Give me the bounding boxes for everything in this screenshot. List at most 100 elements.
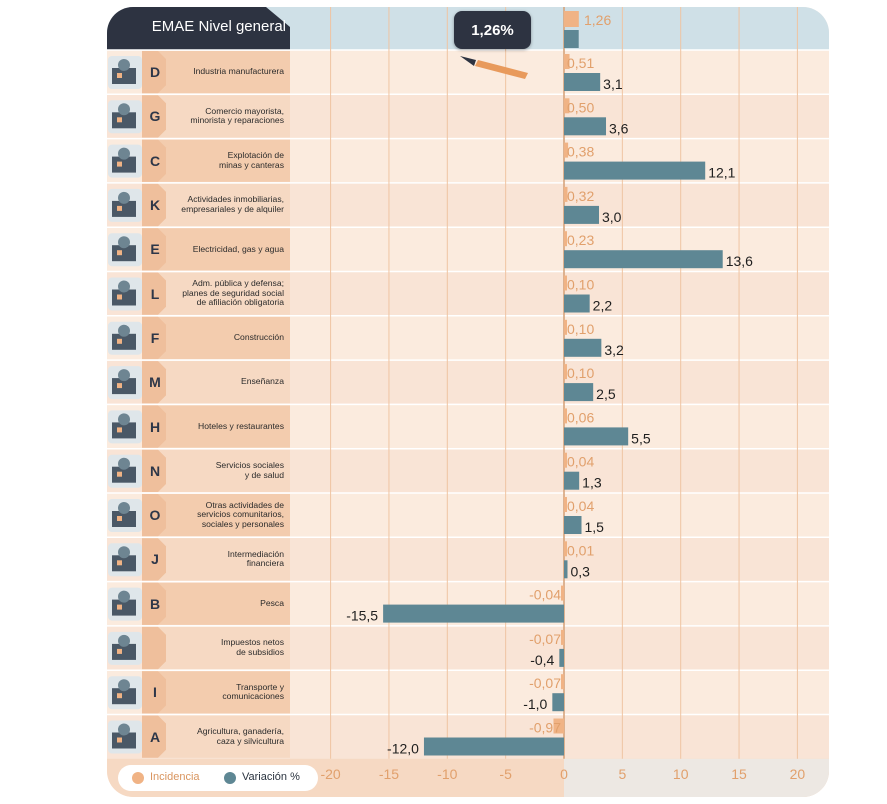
sector-icon-building [112, 378, 136, 395]
incidencia-value-label: 0,51 [567, 55, 594, 71]
pencil-icon [475, 60, 528, 79]
variacion-value-label: -0,4 [530, 652, 554, 668]
incidencia-bar [553, 718, 564, 734]
incidencia-value-label: 0,32 [567, 188, 594, 204]
letter-tab [142, 183, 166, 227]
sector-letter: E [150, 241, 160, 258]
variacion-value-label: -12,0 [387, 741, 419, 757]
legend-incidencia-swatch [132, 772, 144, 784]
variacion-bar [423, 737, 564, 756]
sector-icon-gear [118, 590, 130, 603]
variacion-value-label: 3,0 [602, 209, 622, 225]
incidencia-bar [564, 408, 567, 424]
variacion-bar [564, 294, 590, 313]
incidencia-bar [564, 452, 567, 468]
variacion-value-label: 3,2 [604, 342, 624, 358]
sector-icon-gear [118, 679, 130, 692]
sector-letter: D [149, 64, 161, 81]
label-panel [142, 361, 290, 404]
variacion-bar [552, 693, 564, 712]
sector-icon-detail [117, 560, 122, 566]
incidencia-value-label: -0,07 [529, 675, 561, 691]
variacion-value-label: -15,5 [346, 608, 378, 624]
sector-label: Intermediación financiera [227, 548, 284, 569]
incidencia-bar [564, 319, 567, 335]
sector-icon-detail [117, 737, 122, 743]
sector-icon-building [112, 156, 136, 173]
axis-band-positive [564, 758, 829, 797]
sector-icon-gear [118, 457, 130, 470]
sector-letter: N [149, 462, 161, 479]
variacion-bar [564, 250, 723, 269]
label-panel [142, 139, 290, 182]
sector-label: Agricultura, ganadería, caza y silvicult… [197, 726, 284, 746]
sector-icon [108, 56, 142, 89]
incidencia-value-label: -0,04 [529, 587, 561, 603]
sector-icon-building [112, 333, 136, 350]
label-panel [142, 449, 290, 492]
label-panel [142, 405, 290, 448]
label-panel [142, 582, 290, 625]
incidencia-bar [564, 275, 567, 291]
variacion-value-label: 2,2 [593, 298, 613, 314]
sector-icon-building [112, 643, 136, 660]
sector-icon-gear [118, 236, 130, 249]
sector-icon-gear [118, 634, 130, 647]
label-panel [142, 494, 290, 537]
x-tick-label: -15 [379, 766, 399, 782]
sector-icon-detail [117, 117, 122, 123]
sector-icon-building [112, 422, 136, 439]
letter-tab [142, 715, 166, 758]
sector-icon-gear [118, 324, 130, 337]
letter-tab [142, 626, 166, 670]
incidencia-bar [561, 674, 564, 690]
incidencia-value-label: -0,97 [529, 720, 561, 736]
x-tick-label: -10 [437, 766, 457, 782]
sector-label: Enseñanza [240, 376, 284, 387]
label-panel [142, 95, 290, 138]
incidencia-value-label: 0,10 [567, 365, 594, 381]
sector-icon-gear [118, 147, 130, 160]
incidencia-value-label: 0,23 [567, 232, 594, 248]
sector-icon-gear [118, 413, 130, 426]
sector-icon-detail [117, 693, 122, 699]
sector-icon [108, 543, 142, 577]
incidencia-value-label: 0,38 [567, 144, 594, 160]
label-panel [142, 538, 290, 581]
label-panel [142, 671, 290, 714]
sector-icon [108, 366, 142, 400]
sector-letter: B [149, 595, 161, 612]
sector-letter: M [149, 374, 161, 391]
label-panel [142, 272, 290, 315]
variacion-bar [564, 73, 601, 91]
variacion-bar [383, 604, 564, 623]
sector-icon-detail [117, 427, 122, 433]
sector-icon-detail [117, 383, 122, 389]
incidencia-value-label: 0,01 [567, 542, 594, 558]
sector-icon [108, 100, 142, 134]
x-tick-label: 20 [790, 766, 806, 782]
letter-tab [142, 538, 166, 581]
sector-icon-detail [117, 516, 122, 521]
letter-tab [142, 139, 166, 182]
letter-tab [142, 228, 166, 271]
sector-icon [108, 631, 142, 665]
header-title: EMAE Nivel general [151, 18, 286, 35]
sector-letter: H [149, 418, 161, 435]
variacion-value-label: 2,5 [596, 386, 616, 402]
variacion-value-label: 3,6 [609, 120, 629, 136]
pencil-tip-icon [460, 56, 476, 66]
sector-icon [108, 720, 142, 754]
variacion-value-label: 12,1 [708, 165, 735, 181]
sector-icon-detail [117, 250, 122, 256]
sector-icon [108, 587, 142, 621]
variacion-value-label: -1,0 [523, 696, 547, 712]
variacion-bar [564, 427, 629, 446]
sector-icon-building [112, 511, 136, 527]
incidencia-bar [564, 231, 567, 247]
sector-label: Construcción [233, 332, 284, 343]
incidencia-bar [564, 98, 570, 114]
legend-incidencia-label: Incidencia [150, 771, 200, 783]
sector-icon [108, 676, 142, 710]
sector-icon-building [112, 289, 136, 306]
